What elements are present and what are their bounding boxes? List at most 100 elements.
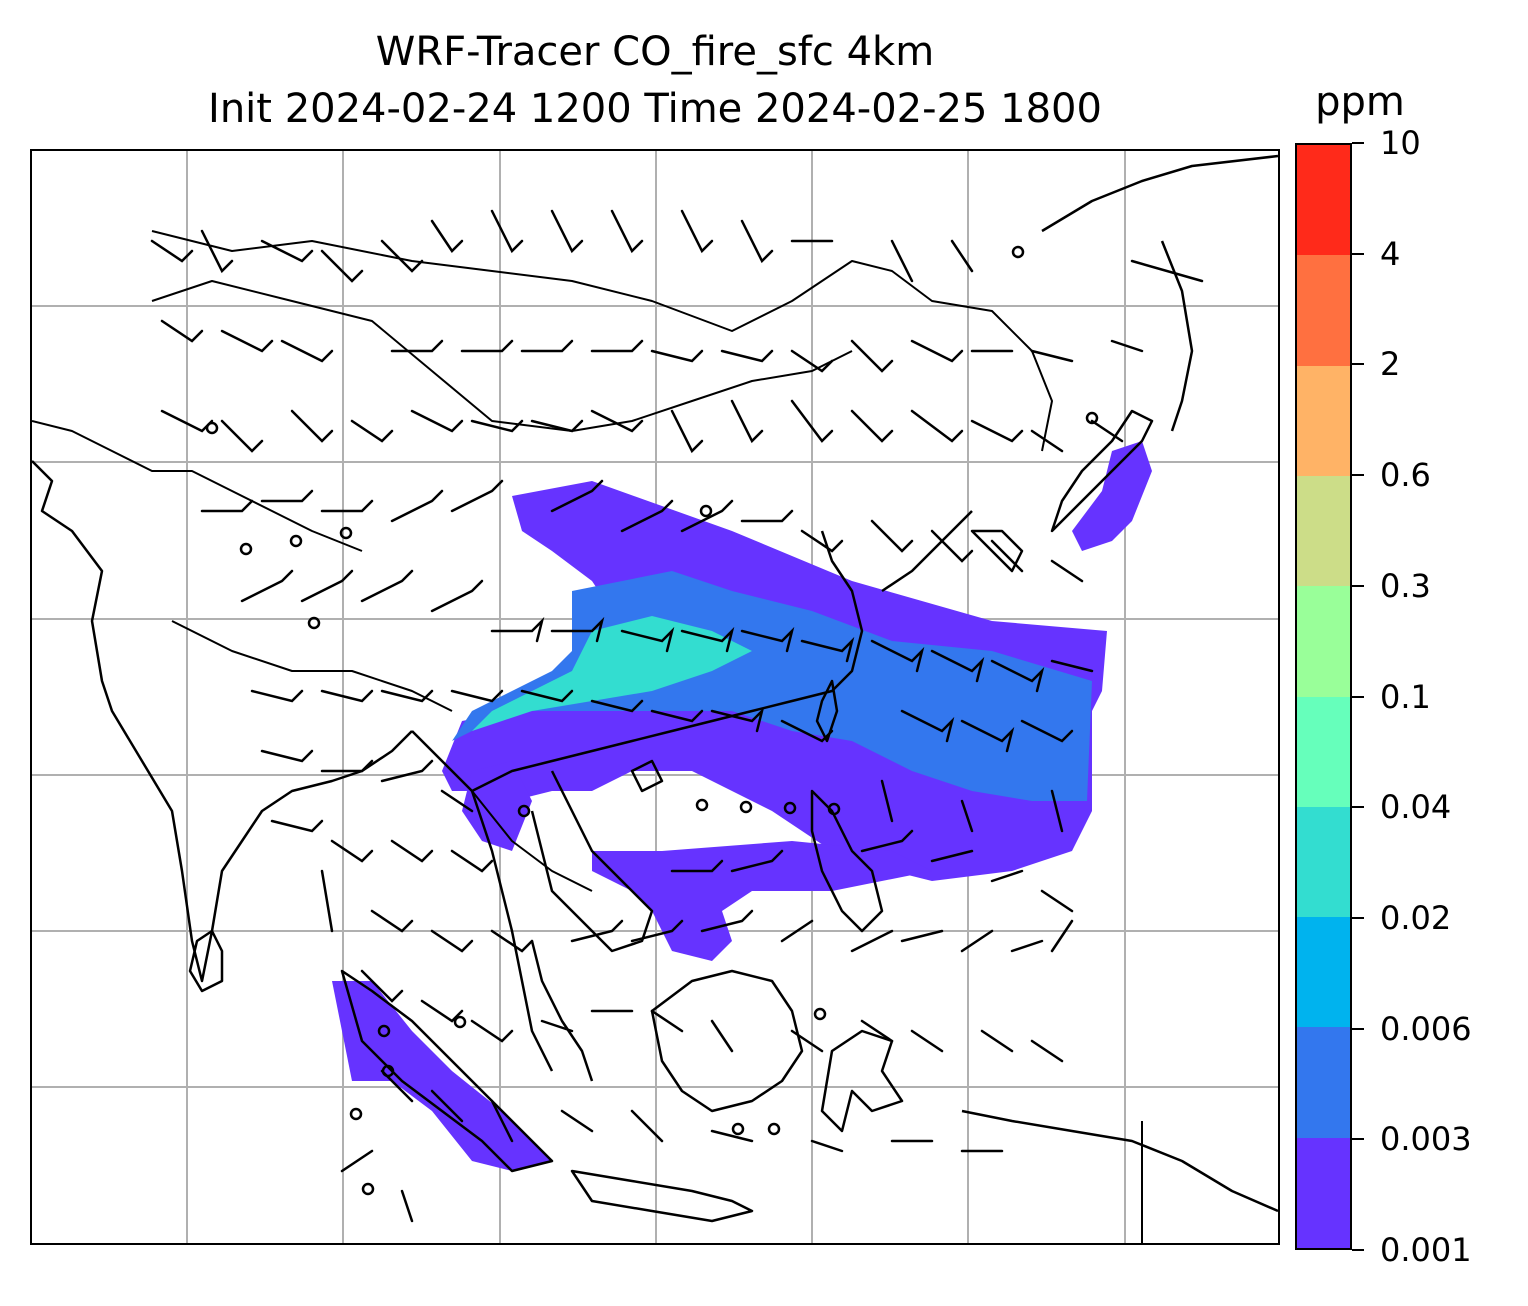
coastline-yellow-sea: [881, 510, 973, 593]
wind-barb: [330, 839, 374, 863]
colorbar-segment: [1297, 917, 1350, 1028]
wind-barb: [220, 329, 274, 353]
wind-barb: [490, 616, 545, 643]
colorbar-segment: [1297, 696, 1350, 807]
wind-barb: [900, 929, 944, 943]
colorbar-segment: [1297, 586, 1350, 697]
colorbar-segment: [1297, 475, 1350, 587]
wind-barb: [280, 339, 334, 363]
wind-barb: [390, 489, 444, 523]
coastline-sumatra: [340, 969, 554, 1173]
wind-barb: [340, 1149, 374, 1173]
wind-barb: [740, 626, 795, 653]
colorbar-tick: [1352, 806, 1364, 809]
wind-barb: [900, 709, 955, 743]
border-china-mongolia: [151, 280, 853, 432]
wind-barb: [700, 909, 754, 933]
colorbar-tick-label: 0.6: [1380, 456, 1431, 495]
map-panel[interactable]: [30, 149, 1280, 1245]
wind-barb: [560, 1109, 594, 1133]
colorbar-tick-label: 0.006: [1380, 1009, 1472, 1048]
colorbar-segment: [1297, 1027, 1350, 1138]
country-borders: [32, 230, 1143, 1243]
coastline-korea: [970, 529, 1024, 573]
wind-barb: [450, 479, 504, 513]
wind-barb: [1050, 559, 1084, 583]
colorbar-segment: [1297, 806, 1350, 918]
wind-barb: [380, 759, 434, 783]
wind-barb: [430, 219, 464, 253]
wind-barb: [680, 626, 735, 653]
wind-barb: [470, 1019, 514, 1043]
wind-barb: [730, 849, 784, 873]
wind-barb: [890, 239, 914, 283]
colorbar-tick: [1352, 252, 1364, 255]
colorbar-tick-label: 0.3: [1380, 566, 1431, 605]
calm-wind-circle: [695, 798, 709, 812]
calm-wind-markers: [205, 245, 1099, 1196]
border-himalaya: [171, 620, 453, 712]
wind-barb: [800, 636, 855, 663]
calm-wind-circle: [205, 421, 219, 435]
coastline-malay-peninsula: [530, 940, 594, 1082]
wind-barb: [910, 339, 964, 363]
wind-barb: [670, 859, 724, 873]
wind-barb: [1030, 349, 1074, 363]
wind-barb: [810, 1139, 844, 1153]
wind-barb: [1020, 719, 1074, 743]
coastline-borneo: [650, 969, 804, 1113]
coastline-china-south: [471, 530, 864, 793]
coastline-sakhalin-kamchatka: [1160, 240, 1194, 432]
wind-barb: [930, 649, 985, 683]
colorbar-tick-label: 0.003: [1380, 1120, 1472, 1159]
calm-wind-circle: [517, 804, 531, 818]
colorbar-tick-label: 0.001: [1380, 1231, 1472, 1269]
wind-barb: [380, 689, 434, 703]
wind-barb: [540, 1019, 574, 1033]
wind-barb: [520, 339, 574, 353]
wind-barb: [590, 339, 644, 353]
wind-barb: [160, 319, 204, 343]
wind-barb: [460, 339, 514, 353]
wind-barb: [490, 209, 524, 254]
co-plume-cyan: [472, 616, 752, 731]
calm-wind-circle: [307, 616, 321, 630]
colorbar-tick: [1352, 916, 1364, 919]
colorbar-tick-label: 2: [1380, 345, 1401, 384]
coastline-india: [32, 460, 413, 983]
border-russia-china: [151, 230, 1053, 452]
wind-barb: [530, 419, 584, 433]
coastline-indochina: [530, 770, 654, 953]
calm-wind-circle: [453, 1015, 467, 1029]
wind-barb: [570, 919, 624, 943]
calm-wind-circle: [813, 1007, 827, 1021]
wind-barb: [1030, 1039, 1064, 1063]
wind-barb: [910, 1029, 944, 1053]
wind-barb: [380, 239, 424, 273]
wind-barb: [220, 419, 264, 453]
wind-barb: [670, 409, 704, 454]
colorbar: [1295, 143, 1352, 1250]
wind-barb: [740, 219, 774, 264]
wind-barb: [1050, 659, 1094, 673]
wind-barb: [590, 699, 644, 713]
wind-barb: [960, 929, 994, 953]
wind-barb: [620, 626, 675, 653]
colorbar-tick: [1352, 363, 1364, 366]
wind-barb: [470, 419, 524, 433]
wind-barb: [520, 689, 574, 703]
wind-barb: [850, 409, 894, 443]
wind-barb: [400, 1189, 414, 1223]
coastline-northeast-asia: [1041, 154, 1278, 233]
colorbar-tick: [1352, 1138, 1364, 1141]
calm-wind-circle: [239, 542, 253, 556]
coastline-java: [570, 1169, 754, 1223]
co-plume-sumatra: [332, 981, 552, 1171]
wind-barb: [370, 909, 414, 933]
calm-wind-circle: [1085, 411, 1099, 425]
wind-barb: [440, 789, 474, 813]
calm-wind-circle: [731, 1122, 745, 1136]
wind-barb: [450, 849, 494, 873]
wind-barb: [250, 689, 304, 703]
calm-wind-circle: [699, 504, 713, 518]
